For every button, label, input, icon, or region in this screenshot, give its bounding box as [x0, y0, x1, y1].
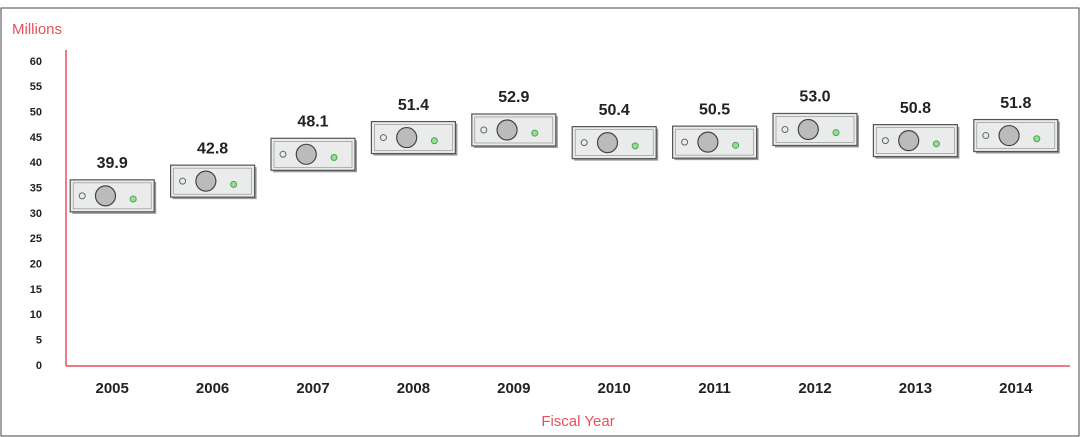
frame [1, 8, 1079, 436]
value-label: 51.8 [1000, 95, 1031, 112]
y-tick-label: 15 [30, 284, 42, 296]
x-tick-label: 2008 [397, 380, 430, 397]
x-tick-label: 2010 [598, 380, 631, 397]
x-tick-label: 2013 [899, 380, 932, 397]
bill-portrait [999, 126, 1019, 146]
y-tick-label: 60 [30, 56, 42, 68]
y-tick-label: 20 [30, 259, 42, 271]
bill-marker [873, 125, 959, 159]
bill-portrait [597, 133, 617, 153]
bill-green-seal [130, 196, 136, 202]
bill-green-seal [632, 143, 638, 149]
bill-green-seal [833, 130, 839, 136]
value-label: 52.9 [498, 89, 529, 106]
x-tick-label: 2011 [698, 380, 731, 397]
y-tick-label: 25 [30, 233, 42, 245]
chart: Millions Fiscal Year 0 5 10 15 20 25 30 35 40 45 5… [0, 0, 1080, 437]
value-label: 39.9 [97, 155, 128, 172]
bill-portrait [899, 131, 919, 151]
value-label: 50.4 [599, 102, 630, 119]
y-tick-label: 30 [30, 208, 42, 220]
bill-marker [673, 126, 759, 160]
bill-marker [70, 180, 156, 214]
y-tick-label: 0 [36, 360, 42, 372]
x-tick-label: 2009 [497, 380, 530, 397]
bill-portrait [798, 119, 818, 139]
y-tick-label: 50 [30, 107, 42, 119]
x-tick-label: 2007 [296, 380, 329, 397]
value-label: 51.4 [398, 97, 429, 114]
value-label: 50.5 [699, 101, 730, 118]
y-tick-label: 45 [30, 132, 42, 144]
y-tick-label: 35 [30, 183, 42, 195]
value-label: 42.8 [197, 140, 228, 157]
bill-green-seal [231, 181, 237, 187]
y-tick-label: 10 [30, 309, 42, 321]
x-tick-label: 2005 [96, 380, 129, 397]
bill-marker [974, 120, 1060, 154]
bill-green-seal [331, 154, 337, 160]
bill-marker [371, 122, 457, 156]
y-tick-label: 40 [30, 157, 42, 169]
bill-green-seal [733, 142, 739, 148]
value-label: 53.0 [799, 89, 830, 106]
value-label: 50.8 [900, 100, 931, 117]
bill-green-seal [431, 138, 437, 144]
bill-green-seal [1034, 136, 1040, 142]
value-label: 48.1 [297, 114, 328, 131]
bill-portrait [196, 171, 216, 191]
x-axis-label: Fiscal Year [541, 413, 614, 430]
bill-marker [572, 127, 658, 161]
bill-portrait [397, 128, 417, 148]
bill-portrait [95, 186, 115, 206]
x-tick-label: 2014 [999, 380, 1033, 397]
bill-portrait [296, 144, 316, 164]
bill-marker [472, 114, 558, 148]
y-tick-label: 55 [30, 81, 42, 93]
bill-marker [171, 165, 257, 199]
y-tick-label: 5 [36, 335, 42, 347]
bill-marker [773, 113, 859, 147]
bill-green-seal [532, 130, 538, 136]
bill-portrait [698, 132, 718, 152]
bill-green-seal [933, 141, 939, 147]
x-tick-label: 2006 [196, 380, 229, 397]
bill-marker [271, 138, 357, 172]
x-tick-label: 2012 [798, 380, 831, 397]
y-axis-label: Millions [12, 21, 62, 38]
bill-portrait [497, 120, 517, 140]
